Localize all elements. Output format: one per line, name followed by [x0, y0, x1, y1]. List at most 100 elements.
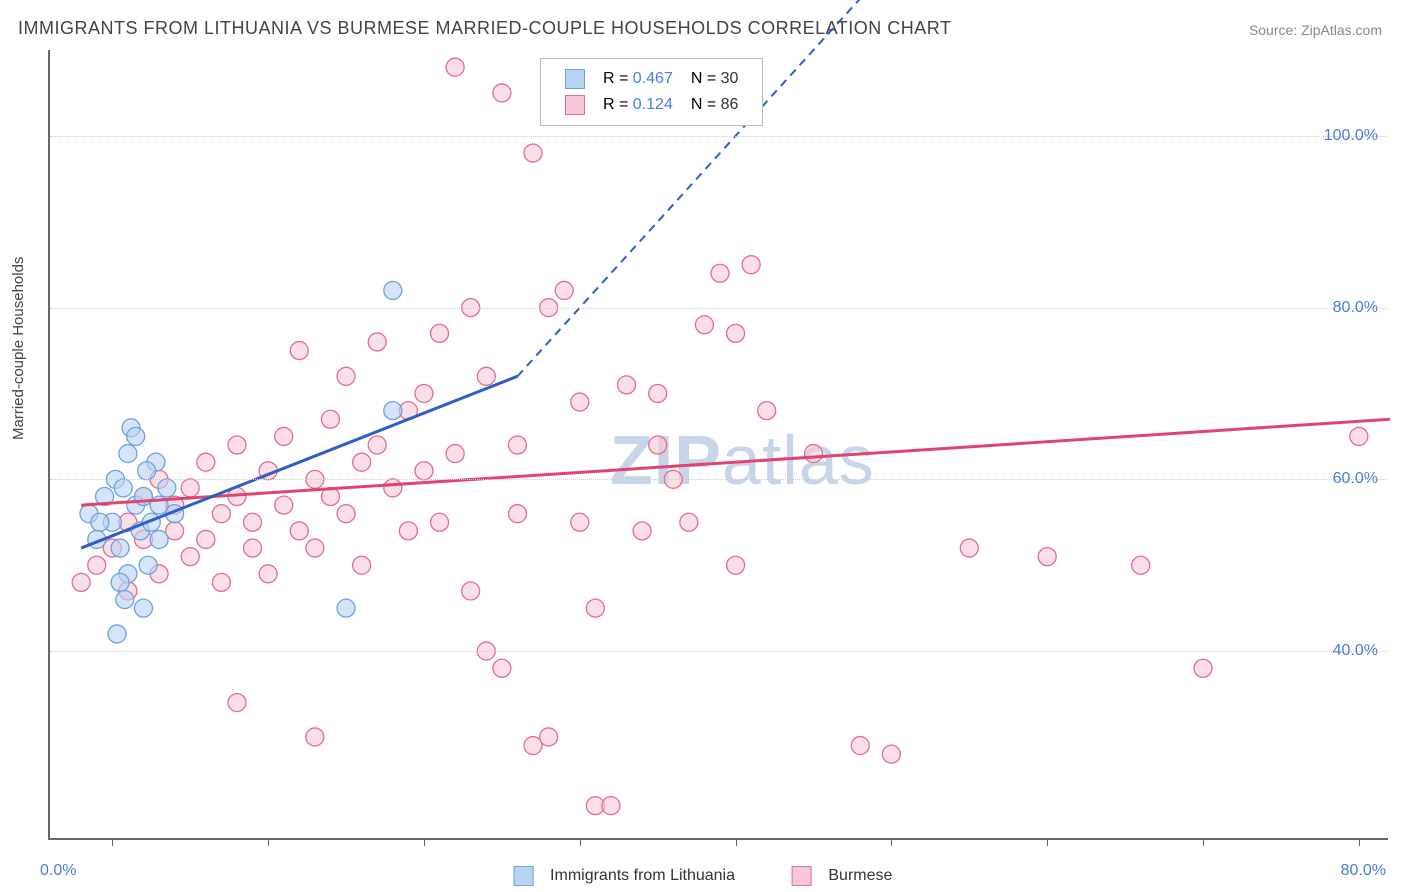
y-axis-label: Married-couple Households [10, 257, 27, 440]
data-point [275, 427, 293, 445]
data-point [138, 462, 156, 480]
data-point [1350, 427, 1368, 445]
data-point [127, 427, 145, 445]
data-point [508, 436, 526, 454]
data-point [119, 445, 137, 463]
data-point [290, 522, 308, 540]
data-point [851, 737, 869, 755]
data-point [91, 513, 109, 531]
legend-row-burmese: R = 0.124 N = 86 [557, 93, 746, 117]
gridline [50, 308, 1388, 309]
data-point [508, 505, 526, 523]
data-point [108, 625, 126, 643]
x-tick [1047, 838, 1048, 846]
data-point [158, 479, 176, 497]
data-point [399, 522, 417, 540]
data-point [586, 599, 604, 617]
data-point [306, 539, 324, 557]
data-point [368, 436, 386, 454]
y-tick-label: 80.0% [1333, 299, 1378, 317]
gridline [50, 136, 1388, 137]
y-tick-label: 60.0% [1333, 470, 1378, 488]
data-point [695, 316, 713, 334]
y-tick-label: 40.0% [1333, 642, 1378, 660]
data-point [960, 539, 978, 557]
data-point [555, 281, 573, 299]
data-point [415, 384, 433, 402]
data-point [727, 556, 745, 574]
data-point [197, 453, 215, 471]
data-point [353, 556, 371, 574]
data-point [150, 530, 168, 548]
data-point [742, 256, 760, 274]
data-point [306, 728, 324, 746]
x-tick [1359, 838, 1360, 846]
legend-label-lithuania: Immigrants from Lithuania [550, 867, 735, 884]
data-point [353, 453, 371, 471]
data-point [134, 599, 152, 617]
data-point [1132, 556, 1150, 574]
data-point [649, 436, 667, 454]
data-point [462, 582, 480, 600]
gridline [50, 651, 1388, 652]
data-point [290, 342, 308, 360]
x-tick [268, 838, 269, 846]
x-tick [1203, 838, 1204, 846]
correlation-legend: R = 0.467 N = 30 R = 0.124 N = 86 [540, 58, 763, 126]
data-point [1038, 548, 1056, 566]
data-point [882, 745, 900, 763]
x-tick [580, 838, 581, 846]
data-point [618, 376, 636, 394]
data-point [384, 281, 402, 299]
y-tick-label: 100.0% [1324, 127, 1378, 145]
swatch-lithuania [565, 69, 585, 89]
x-tick [424, 838, 425, 846]
legend-row-lithuania: R = 0.467 N = 30 [557, 67, 746, 91]
data-point [111, 573, 129, 591]
data-point [571, 393, 589, 411]
data-point [228, 436, 246, 454]
gridline [50, 479, 1388, 480]
data-point [116, 591, 134, 609]
data-point [758, 402, 776, 420]
x-tick [736, 838, 737, 846]
swatch-burmese [565, 95, 585, 115]
source-label: Source: ZipAtlas.com [1249, 22, 1382, 38]
chart-title: IMMIGRANTS FROM LITHUANIA VS BURMESE MAR… [18, 18, 951, 39]
data-point [633, 522, 651, 540]
data-point [446, 58, 464, 76]
data-point [337, 599, 355, 617]
data-point [368, 333, 386, 351]
data-point [275, 496, 293, 514]
data-point [524, 737, 542, 755]
data-point [431, 513, 449, 531]
data-point [804, 445, 822, 463]
data-point [244, 539, 262, 557]
data-point [384, 402, 402, 420]
data-point [259, 565, 277, 583]
legend-label-burmese: Burmese [828, 867, 892, 884]
data-point [415, 462, 433, 480]
data-point [1194, 659, 1212, 677]
data-point [493, 659, 511, 677]
data-point [337, 505, 355, 523]
x-min-label: 0.0% [40, 862, 76, 880]
x-tick [891, 838, 892, 846]
data-point [212, 505, 230, 523]
x-tick [112, 838, 113, 846]
data-point [181, 548, 199, 566]
plot-area: ZIPatlas R = 0.467 N = 30 R = 0.124 N = … [48, 50, 1388, 840]
data-point [212, 573, 230, 591]
data-point [114, 479, 132, 497]
data-point [244, 513, 262, 531]
data-point [571, 513, 589, 531]
data-point [321, 410, 339, 428]
plot-svg [50, 50, 1388, 838]
data-point [524, 144, 542, 162]
data-point [727, 324, 745, 342]
data-point [88, 556, 106, 574]
data-point [384, 479, 402, 497]
data-point [337, 367, 355, 385]
data-point [446, 445, 464, 463]
data-point [711, 264, 729, 282]
